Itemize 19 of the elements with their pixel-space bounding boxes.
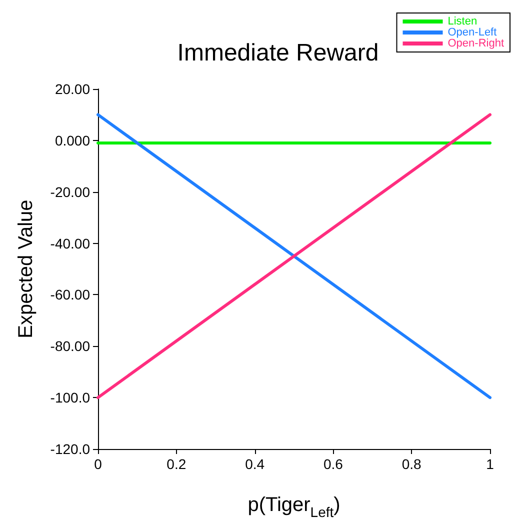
x-tick-label: 0.4 — [245, 456, 265, 472]
y-tick-label: -100.0 — [50, 390, 90, 406]
y-tick-label: -40.00 — [50, 235, 90, 252]
y-tick-label: -120.0 — [50, 441, 90, 457]
legend-label: Listen — [448, 16, 478, 28]
chart-title: Immediate Reward — [177, 40, 379, 66]
y-tick-label: -80.00 — [50, 338, 90, 354]
x-tick-label: 0.8 — [402, 456, 422, 472]
x-tick-label: 0.2 — [166, 456, 186, 472]
x-tick-label: 0.6 — [323, 456, 344, 472]
y-axis-title: Expected Value — [15, 200, 37, 338]
legend-label: Open-Right — [448, 38, 504, 50]
y-tick-label: -60.00 — [50, 286, 90, 303]
x-tick-label: 0 — [94, 456, 102, 472]
y-tick-label: 20.00 — [54, 81, 90, 97]
y-tick-label: -20.00 — [50, 184, 90, 200]
legend-label: Open-Left — [448, 26, 497, 38]
y-tick-label: 0.000 — [54, 132, 90, 148]
x-tick-label: 1 — [486, 456, 494, 472]
